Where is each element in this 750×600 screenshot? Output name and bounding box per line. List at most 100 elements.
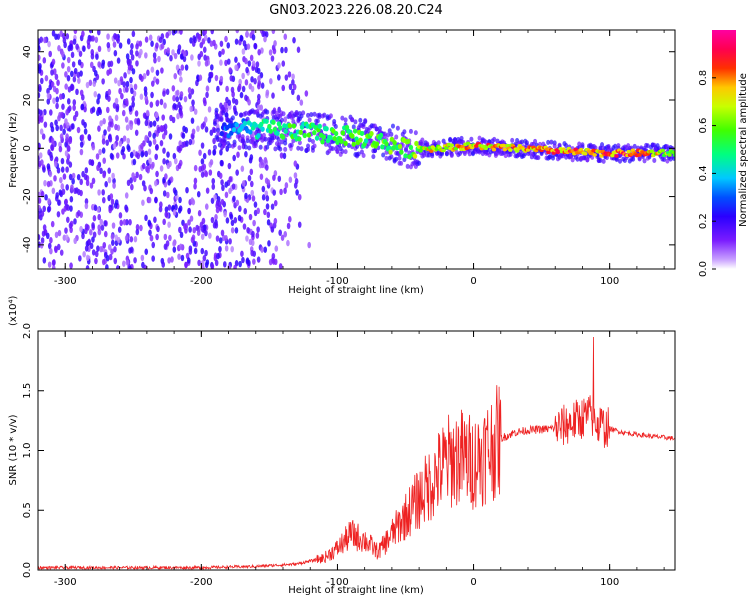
heatmap-noise-cell [125, 86, 129, 93]
heatmap-noise-cell [218, 237, 223, 244]
y-tick-label: -20 [22, 188, 33, 204]
heatmap-noise-cell [216, 85, 220, 93]
heatmap-noise-cell [84, 198, 89, 205]
heatmap-ridge-cell [253, 122, 258, 128]
heatmap-noise-cell [99, 218, 104, 226]
heatmap-noise-cell [251, 230, 255, 238]
heatmap-halo-cell [283, 146, 288, 152]
heatmap-noise-cell [219, 149, 223, 156]
heatmap-noise-cell [193, 183, 197, 190]
heatmap-noise-cell [123, 72, 127, 79]
heatmap-noise-cell [165, 32, 169, 39]
heatmap-noise-cell [138, 173, 143, 181]
heatmap-noise-cell [54, 246, 58, 254]
heatmap-noise-cell [136, 152, 141, 160]
heatmap-noise-cell [118, 140, 123, 147]
heatmap-noise-cell [63, 205, 68, 212]
heatmap-halo-cell [216, 127, 221, 133]
heatmap-noise-cell [38, 67, 42, 74]
heatmap-halo-cell [356, 151, 361, 157]
heatmap-noise-cell [96, 164, 100, 172]
heatmap-noise-cell [128, 265, 132, 269]
heatmap-noise-cell [185, 186, 189, 194]
heatmap-noise-cell [241, 48, 246, 55]
heatmap-noise-cell [50, 220, 55, 228]
heatmap-noise-cell [178, 196, 182, 204]
heatmap-ridge-cell [403, 153, 408, 159]
heatmap-ridge-cell [525, 148, 531, 152]
heatmap-noise-cell [68, 222, 73, 229]
heatmap-noise-cell [139, 93, 144, 100]
heatmap-halo-cell [219, 117, 224, 123]
x-tick-label: -100 [326, 276, 349, 287]
heatmap-noise-cell [242, 223, 247, 230]
heatmap-noise-cell [52, 97, 56, 104]
heatmap-halo-cell [275, 141, 280, 147]
heatmap-halo-cell [408, 128, 413, 134]
heatmap-noise-cell [88, 229, 93, 236]
heatmap-noise-cell [210, 197, 215, 204]
heatmap-noise-cell [164, 206, 169, 213]
heatmap-noise-cell [156, 225, 160, 233]
heatmap-noise-cell [264, 190, 269, 197]
heatmap-ridge-cell [340, 130, 346, 136]
heatmap-noise-cell [172, 152, 177, 160]
heatmap-noise-cell [42, 205, 47, 213]
x-tick-label: 100 [600, 276, 619, 287]
heatmap-ridge-cell [502, 147, 508, 152]
heatmap-noise-cell [210, 216, 215, 224]
heatmap-noise-cell [250, 180, 254, 188]
heatmap-ridge-cell [573, 147, 578, 152]
heatmap-noise-cell [49, 154, 54, 162]
heatmap-noise-cell [213, 194, 217, 201]
heatmap-noise-cell [48, 170, 53, 178]
heatmap-noise-cell [65, 33, 70, 40]
heatmap-ridge-cell [465, 141, 471, 146]
heatmap-noise-cell [62, 173, 67, 180]
heatmap-halo-cell [469, 136, 474, 142]
heatmap-noise-cell [150, 66, 155, 73]
heatmap-noise-cell [79, 70, 83, 77]
heatmap-noise-cell [280, 234, 285, 241]
heatmap-noise-cell [41, 230, 46, 237]
heatmap-noise-cell [201, 217, 206, 225]
heatmap-noise-cell [144, 95, 149, 102]
heatmap-ridge-cell [491, 147, 497, 152]
heatmap-halo-cell [283, 140, 288, 146]
heatmap-halo-cell [449, 152, 454, 158]
heatmap-noise-cell [246, 227, 250, 234]
heatmap-noise-cell [108, 136, 113, 143]
heatmap-noise-cell [246, 43, 251, 50]
heatmap-halo-cell [335, 148, 340, 154]
heatmap-halo-cell [637, 155, 642, 161]
heatmap-halo-cell [224, 112, 229, 118]
heatmap-halo-cell [639, 145, 644, 151]
heatmap-noise-cell [76, 126, 81, 134]
heatmap-halo-cell [214, 107, 219, 113]
heatmap-noise-cell [200, 123, 205, 130]
heatmap-noise-cell [187, 207, 191, 215]
heatmap-noise-cell [167, 221, 171, 228]
heatmap-noise-cell [252, 219, 256, 227]
heatmap-noise-cell [77, 77, 81, 84]
heatmap-noise-cell [131, 101, 135, 108]
heatmap-noise-cell [224, 191, 229, 199]
heatmap-noise-cell [124, 98, 129, 105]
heatmap-noise-cell [217, 200, 222, 208]
heatmap-noise-cell [128, 219, 132, 226]
heatmap-noise-cell [61, 51, 65, 58]
heatmap-noise-cell [102, 171, 106, 179]
heatmap-noise-cell [152, 138, 157, 145]
heatmap-noise-cell [52, 259, 56, 266]
heatmap-noise-cell [250, 189, 255, 197]
heatmap-noise-cell [154, 153, 158, 161]
heatmap-noise-cell [265, 203, 270, 210]
heatmap-noise-cell [97, 45, 102, 53]
heatmap-noise-cell [240, 165, 245, 172]
heatmap-noise-cell [161, 133, 166, 140]
heatmap-noise-cell [197, 60, 201, 67]
heatmap-noise-cell [155, 42, 159, 49]
heatmap-noise-cell [173, 189, 178, 196]
heatmap-noise-cell [75, 43, 79, 50]
heatmap-halo-cell [358, 117, 363, 123]
